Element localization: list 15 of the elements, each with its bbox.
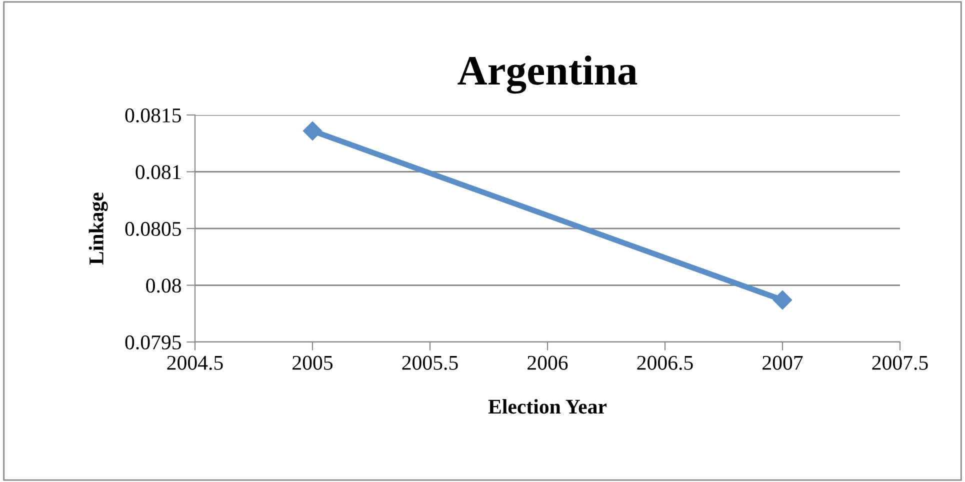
x-tick-label: 2004.5: [167, 356, 223, 370]
chart-title: Argentina: [458, 56, 638, 94]
x-tick-label: 2007.5: [872, 356, 928, 370]
x-tick-label: 2006.5: [637, 356, 693, 370]
y-tick-label: 0.0815: [125, 108, 181, 123]
y-tick-label: 0.081: [136, 165, 181, 180]
x-axis-title: Election Year: [488, 399, 607, 414]
y-axis-title: Linkage: [88, 192, 108, 265]
x-tick-label: 2007: [762, 356, 803, 370]
x-tick-label: 2005: [292, 356, 333, 370]
x-tick-label: 2006: [528, 356, 568, 370]
y-tick-label: 0.0795: [125, 335, 181, 350]
x-tick-label: 2005.5: [402, 356, 458, 370]
y-tick-label: 0.08: [146, 278, 182, 293]
y-tick-label: 0.0805: [125, 222, 181, 236]
